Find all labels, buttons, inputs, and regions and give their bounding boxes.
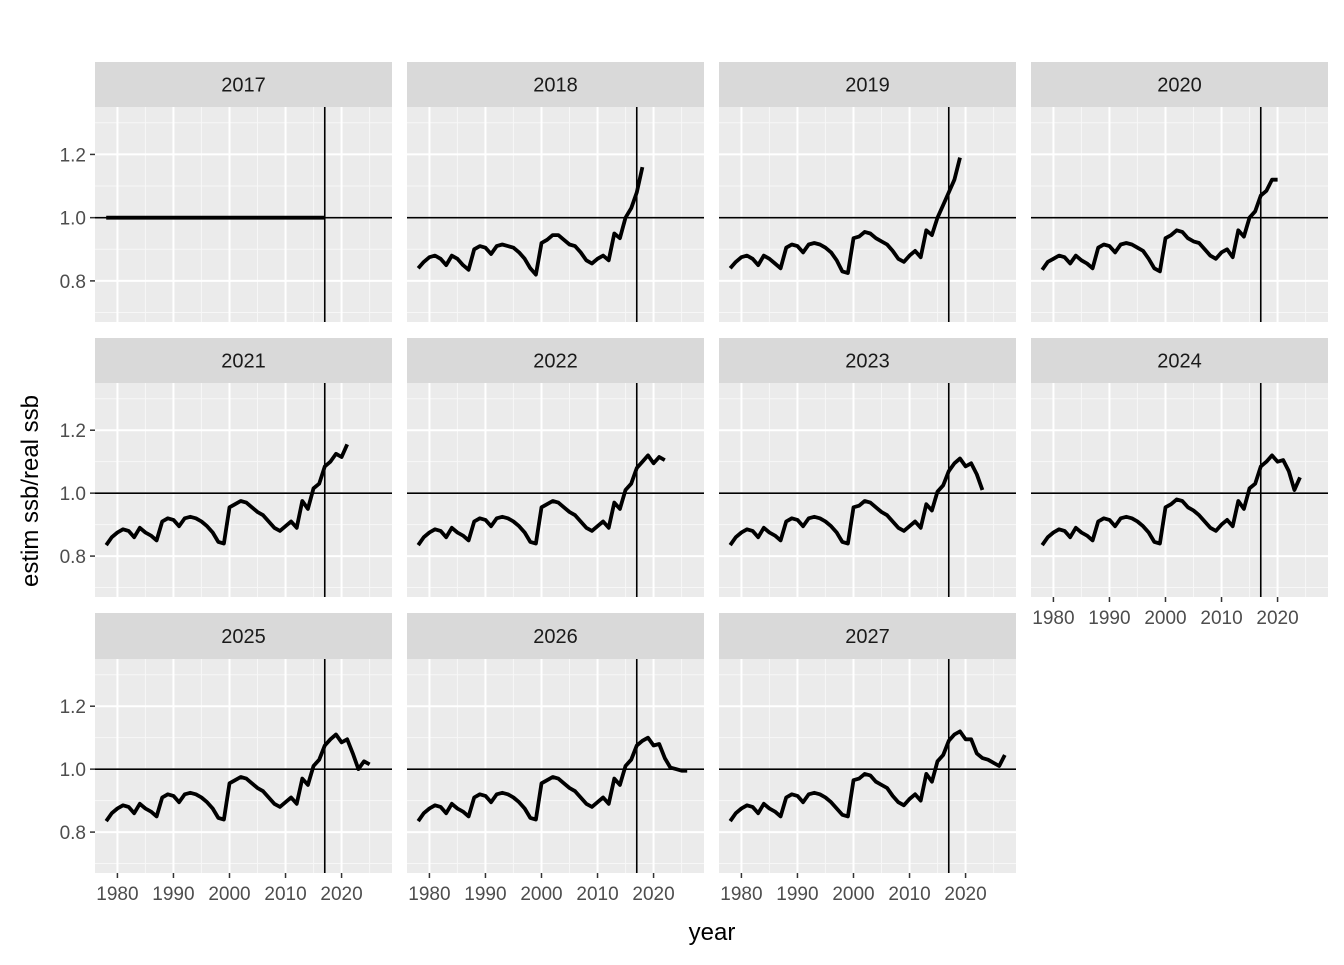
panel-background xyxy=(1031,383,1328,597)
x-tick-label: 1980 xyxy=(720,884,762,905)
panel-background xyxy=(95,659,392,873)
panel-background xyxy=(719,659,1016,873)
series-line xyxy=(728,157,962,275)
series-line xyxy=(1040,453,1302,547)
y-tick-label: 1.0 xyxy=(60,209,86,230)
y-tick-label: 1.0 xyxy=(60,484,86,505)
series-line xyxy=(416,453,666,547)
facet-panel-2017: 2017 0.8 1.0 1.2 xyxy=(60,62,392,322)
facet-panel-2021: 2021 0.8 1.0 1.2 xyxy=(60,338,392,597)
facet-strip-label: 2020 xyxy=(1157,75,1202,97)
series-line xyxy=(104,443,349,547)
x-tick-label: 2000 xyxy=(832,884,874,905)
x-tick-label: 2010 xyxy=(264,884,306,905)
x-axis-title: year xyxy=(689,919,736,946)
x-tick-label: 2020 xyxy=(632,884,674,905)
facet-strip xyxy=(719,62,1016,107)
panel-background xyxy=(407,383,704,597)
series-line xyxy=(416,166,645,277)
facet-strip-label: 2027 xyxy=(845,626,890,648)
facet-strip xyxy=(95,62,392,107)
series-line xyxy=(1040,177,1278,274)
facet-strip xyxy=(1031,62,1328,107)
facet-panel-2024: 2024 1980 1990 2000 2010 2020 xyxy=(1031,338,1328,629)
y-tick-label: 0.8 xyxy=(60,823,86,844)
series-line xyxy=(728,729,1007,823)
x-tick-label: 1990 xyxy=(1088,608,1130,629)
facet-strip xyxy=(1031,338,1328,383)
facet-strip-label: 2019 xyxy=(845,75,890,97)
x-tick-label: 1980 xyxy=(408,884,450,905)
facet-strip xyxy=(719,613,1016,659)
x-tick-label: 2010 xyxy=(1200,608,1242,629)
x-tick-label: 2000 xyxy=(520,884,562,905)
facet-strip-label: 2024 xyxy=(1157,351,1202,373)
y-tick-label: 1.2 xyxy=(60,145,86,166)
x-tick-label: 1990 xyxy=(152,884,194,905)
facet-strip-label: 2022 xyxy=(533,351,578,373)
facet-strip xyxy=(719,338,1016,383)
facet-panel-2022: 2022 xyxy=(407,338,704,597)
x-tick-label: 2000 xyxy=(208,884,250,905)
x-tick-label: 2000 xyxy=(1144,608,1186,629)
y-axis-title: estim ssb/real ssb xyxy=(17,395,44,587)
facet-panel-2019: 2019 xyxy=(719,62,1016,322)
facet-strip xyxy=(407,613,704,659)
y-tick-label: 1.2 xyxy=(60,697,86,718)
facet-strip-label: 2017 xyxy=(221,75,266,97)
y-tick-label: 0.8 xyxy=(60,547,86,568)
x-tick-label: 2010 xyxy=(576,884,618,905)
panel-background xyxy=(95,107,392,322)
x-tick-label: 1980 xyxy=(1032,608,1074,629)
facet-panel-2023: 2023 xyxy=(719,338,1016,597)
panel-background xyxy=(407,659,704,873)
x-tick-label: 1990 xyxy=(464,884,506,905)
facet-panel-2026: 2026 1980 1990 2000 2010 2020 xyxy=(407,613,704,905)
x-tick-label: 2020 xyxy=(320,884,362,905)
y-tick-label: 0.8 xyxy=(60,272,86,293)
panel-background xyxy=(719,383,1016,597)
y-tick-label: 1.0 xyxy=(60,760,86,781)
facet-panel-2020: 2020 xyxy=(1031,62,1328,322)
x-tick-label: 2020 xyxy=(944,884,986,905)
facet-strip xyxy=(95,613,392,659)
facet-strip-label: 2026 xyxy=(533,626,578,648)
panel-background xyxy=(719,107,1016,322)
facet-strip xyxy=(407,62,704,107)
series-line xyxy=(416,735,688,823)
facet-strip xyxy=(95,338,392,383)
x-tick-label: 1980 xyxy=(96,884,138,905)
y-tick-label: 1.2 xyxy=(60,421,86,442)
facet-strip-label: 2025 xyxy=(221,626,266,648)
facet-strip xyxy=(407,338,704,383)
x-tick-label: 2010 xyxy=(888,884,930,905)
x-tick-label: 1990 xyxy=(776,884,818,905)
facet-strip-label: 2021 xyxy=(221,351,266,373)
series-line xyxy=(728,456,985,547)
panel-background xyxy=(95,383,392,597)
facet-panel-2027: 2027 1980 1990 2000 2010 2020 xyxy=(719,613,1016,905)
facet-panel-2018: 2018 xyxy=(407,62,704,322)
series-line xyxy=(104,732,371,823)
x-tick-label: 2020 xyxy=(1256,608,1298,629)
panel-background xyxy=(407,107,704,322)
facet-strip-label: 2023 xyxy=(845,351,890,373)
facet-strip-label: 2018 xyxy=(533,75,578,97)
facet-panel-2025: 2025 0.8 1.0 1.2 1980 1990 2000 2010 2020 xyxy=(60,613,392,905)
panel-background xyxy=(1031,107,1328,322)
